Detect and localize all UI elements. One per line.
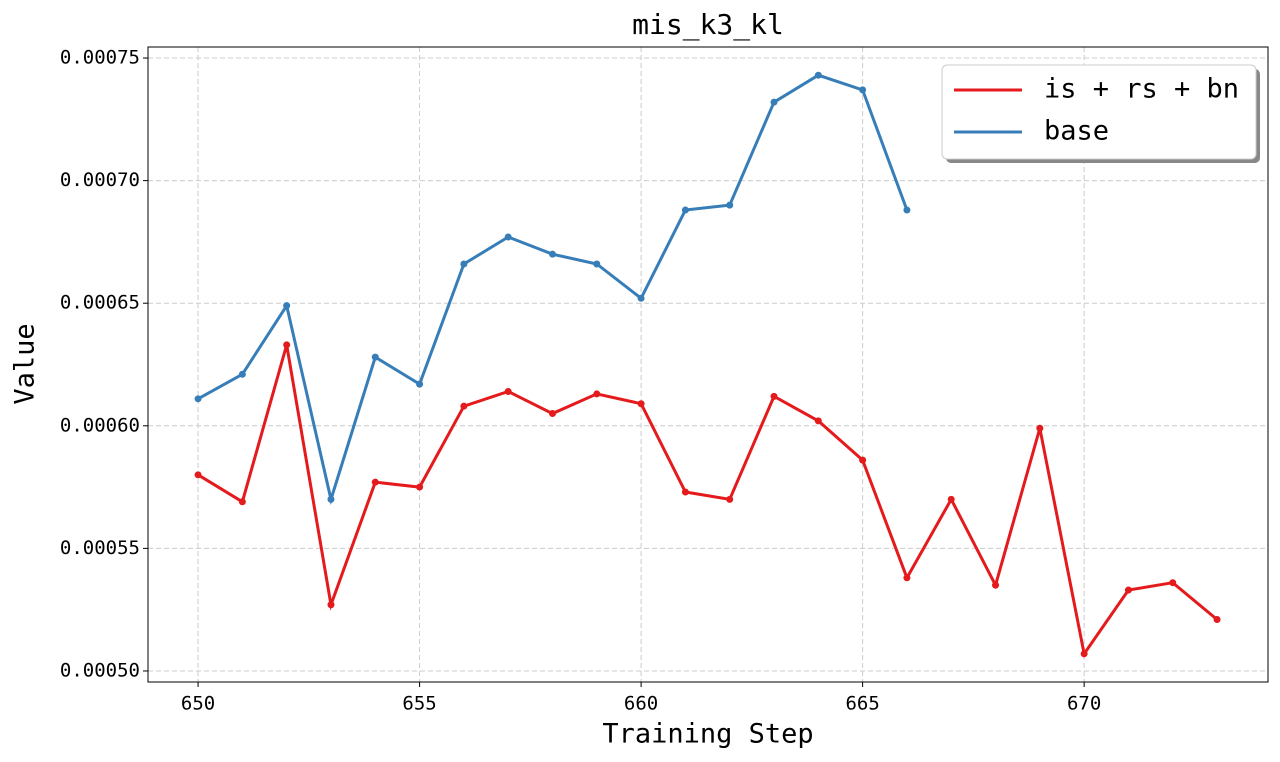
y-tick-label: 0.00055	[60, 537, 140, 559]
data-point	[770, 392, 778, 400]
data-point	[637, 294, 645, 302]
data-point	[1213, 615, 1221, 623]
data-point	[814, 71, 822, 79]
x-axis-label: Training Step	[602, 719, 813, 750]
data-point	[903, 574, 911, 582]
data-point	[416, 483, 424, 491]
data-point	[1169, 579, 1177, 587]
x-tick-label: 665	[845, 693, 879, 715]
x-tick-label: 660	[624, 693, 658, 715]
data-point	[947, 495, 955, 503]
plot-frame	[147, 46, 1269, 683]
data-point	[681, 488, 689, 496]
y-tick-label: 0.00070	[60, 169, 140, 191]
data-point	[770, 98, 778, 106]
data-point	[371, 353, 379, 361]
data-point	[1036, 424, 1044, 432]
data-point	[504, 233, 512, 241]
data-point	[327, 495, 335, 503]
y-tick-label: 0.00050	[60, 659, 140, 681]
data-point	[548, 410, 556, 418]
x-tick-label: 670	[1067, 693, 1101, 715]
y-axis-label: Value	[10, 323, 41, 404]
data-point	[726, 201, 734, 209]
legend-label: is + rs + bn	[1044, 74, 1239, 105]
data-point	[859, 456, 867, 464]
y-tick-label: 0.00060	[60, 414, 140, 436]
data-point	[194, 395, 202, 403]
data-point	[238, 498, 246, 506]
data-point	[283, 302, 291, 310]
data-point	[460, 402, 468, 410]
data-point	[371, 478, 379, 486]
data-point	[681, 206, 689, 214]
data-point	[1080, 650, 1088, 658]
data-point	[460, 260, 468, 268]
data-point	[593, 390, 601, 398]
data-point	[593, 260, 601, 268]
data-point	[327, 601, 335, 609]
data-point	[992, 581, 1000, 589]
data-point	[283, 341, 291, 349]
data-point	[859, 86, 867, 94]
data-point	[903, 206, 911, 214]
x-tick-label: 650	[181, 693, 215, 715]
chart-title: mis_k3_kl	[632, 8, 784, 42]
data-point	[548, 250, 556, 258]
y-tick-label: 0.00075	[60, 47, 140, 69]
legend-label: base	[1044, 116, 1109, 147]
data-point	[416, 380, 424, 388]
x-tick-label: 655	[402, 693, 436, 715]
series-line	[197, 73, 909, 506]
series-line	[197, 344, 1219, 658]
data-point	[1124, 586, 1132, 594]
data-point	[194, 471, 202, 479]
data-point	[637, 400, 645, 408]
y-tick-label: 0.00065	[60, 292, 140, 314]
data-point	[504, 387, 512, 395]
data-point	[814, 417, 822, 425]
data-point	[238, 370, 246, 378]
data-point	[726, 495, 734, 503]
